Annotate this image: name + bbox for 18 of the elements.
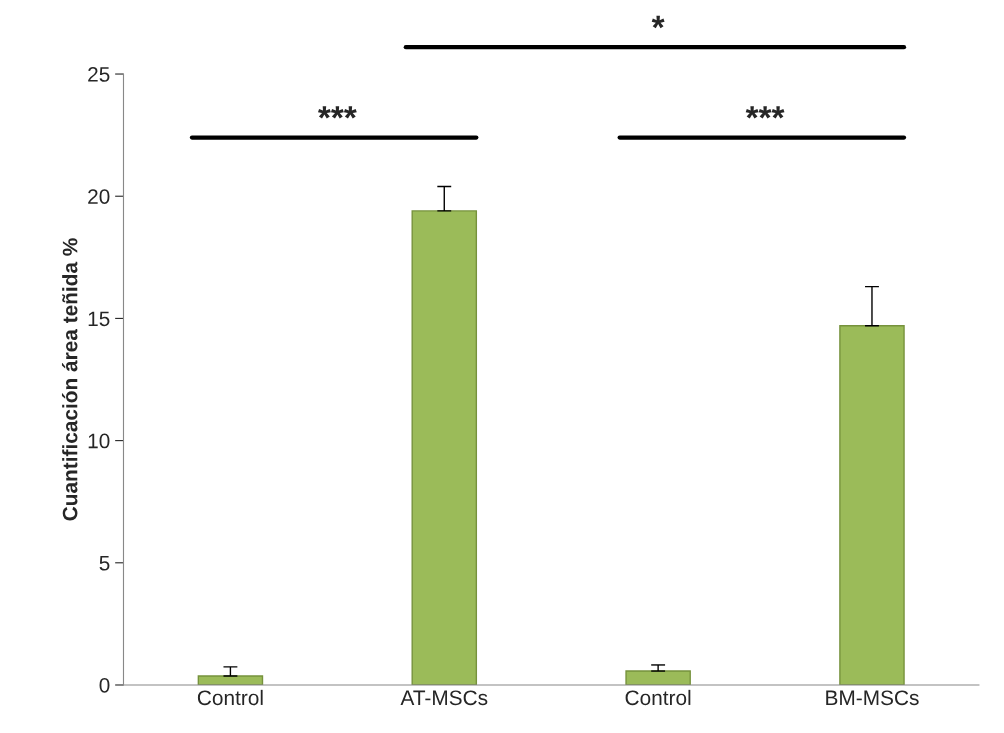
annotation: ***	[317, 106, 357, 119]
bar	[839, 325, 905, 685]
annotation: ***	[745, 106, 785, 119]
y-tick-label: 25	[88, 67, 110, 82]
x-tick-label: AT-MSCs	[400, 690, 488, 706]
y-tick-label: 20	[88, 189, 110, 204]
y-tick-label: 5	[99, 556, 110, 571]
y-tick-label: 0	[99, 677, 110, 693]
x-tick-label: BM-MSCs	[826, 690, 919, 706]
bar	[197, 675, 264, 685]
text: *	[651, 15, 665, 29]
y-tick-label: 10	[88, 433, 110, 449]
x-tick-label: Control	[625, 689, 691, 706]
bar	[625, 670, 691, 685]
y-tick-label: 15	[88, 311, 110, 327]
y-axis-title: Cuantificación área teñida %	[61, 238, 78, 521]
bar	[411, 210, 478, 685]
x-tick-label: Control	[197, 689, 263, 706]
